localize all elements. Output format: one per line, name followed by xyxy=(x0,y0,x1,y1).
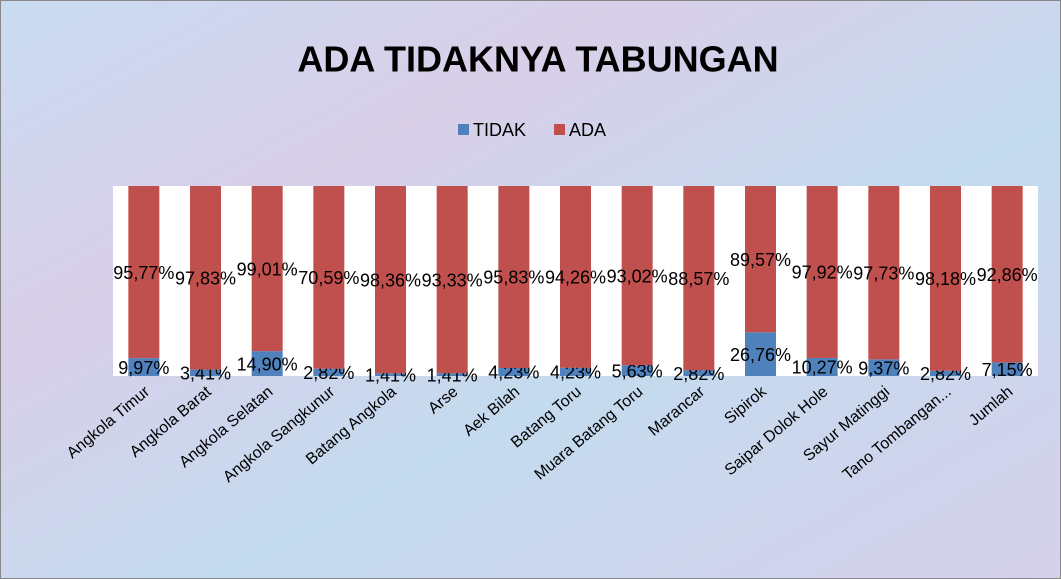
legend-swatch xyxy=(458,124,469,135)
data-label: 88,57% xyxy=(668,269,729,289)
bar xyxy=(375,373,406,376)
bar xyxy=(560,367,591,376)
bar xyxy=(251,351,283,376)
bar xyxy=(128,358,160,376)
bar xyxy=(991,186,1023,363)
bar xyxy=(251,186,283,352)
data-label: 26,76% xyxy=(730,345,791,365)
data-label: 10,27% xyxy=(792,358,853,378)
bar xyxy=(436,186,468,374)
data-label: 14,90% xyxy=(237,354,298,374)
bar xyxy=(313,368,345,376)
bar xyxy=(621,186,653,366)
bar xyxy=(498,186,530,368)
bar xyxy=(868,186,900,360)
bar xyxy=(806,357,838,376)
bar xyxy=(498,367,530,376)
data-label: 9,97% xyxy=(118,358,169,378)
data-label: 94,26% xyxy=(545,268,606,288)
data-label: 97,83% xyxy=(175,269,236,289)
data-label: 98,18% xyxy=(915,269,976,289)
bar xyxy=(313,186,345,369)
data-label: 98,36% xyxy=(360,270,421,290)
data-label: 97,73% xyxy=(853,263,914,283)
legend-label: ADA xyxy=(569,120,606,140)
bar xyxy=(683,186,715,371)
data-label: 9,37% xyxy=(858,358,909,378)
data-label: 93,02% xyxy=(607,266,668,286)
data-label: 92,86% xyxy=(977,265,1038,285)
bar xyxy=(683,370,715,376)
bar xyxy=(375,186,406,374)
bar xyxy=(190,369,221,376)
bar xyxy=(930,186,961,371)
data-label: 95,83% xyxy=(483,268,544,288)
bar xyxy=(128,186,160,359)
bar xyxy=(621,365,653,376)
data-label: 97,92% xyxy=(792,263,853,283)
data-label: 89,57% xyxy=(730,250,791,270)
data-label: 70,59% xyxy=(298,268,359,288)
data-label: 95,77% xyxy=(113,263,174,283)
bar xyxy=(745,186,776,333)
data-label: 99,01% xyxy=(237,259,298,279)
legend-swatch xyxy=(554,124,566,135)
legend-label: TIDAK xyxy=(473,120,526,140)
bar xyxy=(745,332,776,376)
chart-title: ADA TIDAKNYA TABUNGAN xyxy=(297,39,778,80)
bar xyxy=(436,373,468,376)
bar xyxy=(190,186,221,370)
bar xyxy=(930,370,961,376)
data-label: 5,63% xyxy=(612,361,663,381)
bar xyxy=(560,186,591,368)
data-label: 93,33% xyxy=(422,270,483,290)
bar xyxy=(991,362,1023,376)
data-label: 7,15% xyxy=(982,360,1033,380)
bar xyxy=(868,359,900,376)
bar xyxy=(806,186,838,358)
